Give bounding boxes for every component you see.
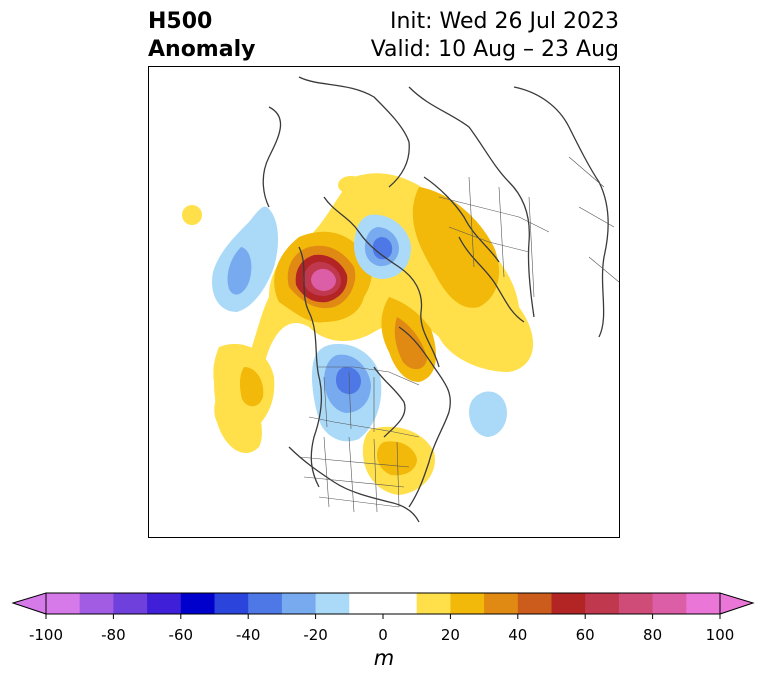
colorbar-bin bbox=[113, 593, 148, 614]
colorbar-bin bbox=[517, 593, 552, 614]
colorbar-bin bbox=[349, 593, 384, 614]
colorbar-bin bbox=[315, 593, 350, 614]
coastlines bbox=[262, 76, 609, 523]
colorbar-tick-label: -80 bbox=[101, 626, 126, 644]
colorbar-tick-label: 20 bbox=[440, 626, 460, 644]
colorbar-bin bbox=[383, 593, 418, 614]
positive-anomalies bbox=[182, 173, 534, 495]
colorbar-bin bbox=[585, 593, 620, 614]
colorbar-bins bbox=[46, 593, 721, 614]
colorbar-tick-label: 40 bbox=[508, 626, 528, 644]
valid-range: Valid: 10 Aug – 23 Aug bbox=[370, 37, 619, 62]
colorbar-bin bbox=[147, 593, 182, 614]
colorbar-bin bbox=[484, 593, 519, 614]
colorbar-bin bbox=[281, 593, 317, 614]
colorbar-bin bbox=[450, 593, 485, 614]
map-canvas bbox=[182, 76, 619, 523]
colorbar-bin bbox=[180, 593, 215, 614]
init-date: Init: Wed 26 Jul 2023 bbox=[389, 9, 619, 34]
colorbar-bin bbox=[618, 593, 654, 614]
colorbar-tick-label: 100 bbox=[705, 626, 735, 644]
colorbar-tick-label: -100 bbox=[28, 626, 64, 644]
negative-anomalies bbox=[212, 206, 507, 442]
colorbar-bin bbox=[551, 593, 586, 614]
anomaly-map bbox=[148, 66, 620, 538]
colorbar-unit: m bbox=[373, 646, 395, 670]
colorbar-bin bbox=[79, 593, 114, 614]
map-title: H500 Anomaly bbox=[148, 8, 255, 64]
colorbar-tick-label: -20 bbox=[303, 626, 328, 644]
political-borders bbox=[298, 156, 619, 513]
colorbar-tick-label: -40 bbox=[235, 626, 261, 644]
colorbar-tick-label: -60 bbox=[168, 626, 194, 644]
colorbar-bin bbox=[46, 593, 81, 614]
colorbar-tick-marks bbox=[45, 614, 721, 619]
colorbar-tick-label: 60 bbox=[575, 626, 595, 644]
title-variable: H500 bbox=[148, 9, 213, 34]
colorbar-bin bbox=[214, 593, 249, 614]
map-dates: Init: Wed 26 Jul 2023 Valid: 10 Aug – 23… bbox=[371, 8, 619, 64]
colorbar-extend-min bbox=[11, 592, 47, 615]
colorbar-bin bbox=[652, 593, 687, 614]
colorbar-bin bbox=[686, 593, 721, 614]
colorbar-bin bbox=[248, 593, 283, 614]
colorbar-bin bbox=[416, 593, 451, 614]
colorbar-extend-max bbox=[719, 592, 755, 615]
colorbar bbox=[11, 592, 755, 619]
title-type: Anomaly bbox=[148, 37, 256, 62]
colorbar-tick-label: 80 bbox=[643, 626, 663, 644]
colorbar-tick-label: 0 bbox=[378, 626, 388, 644]
